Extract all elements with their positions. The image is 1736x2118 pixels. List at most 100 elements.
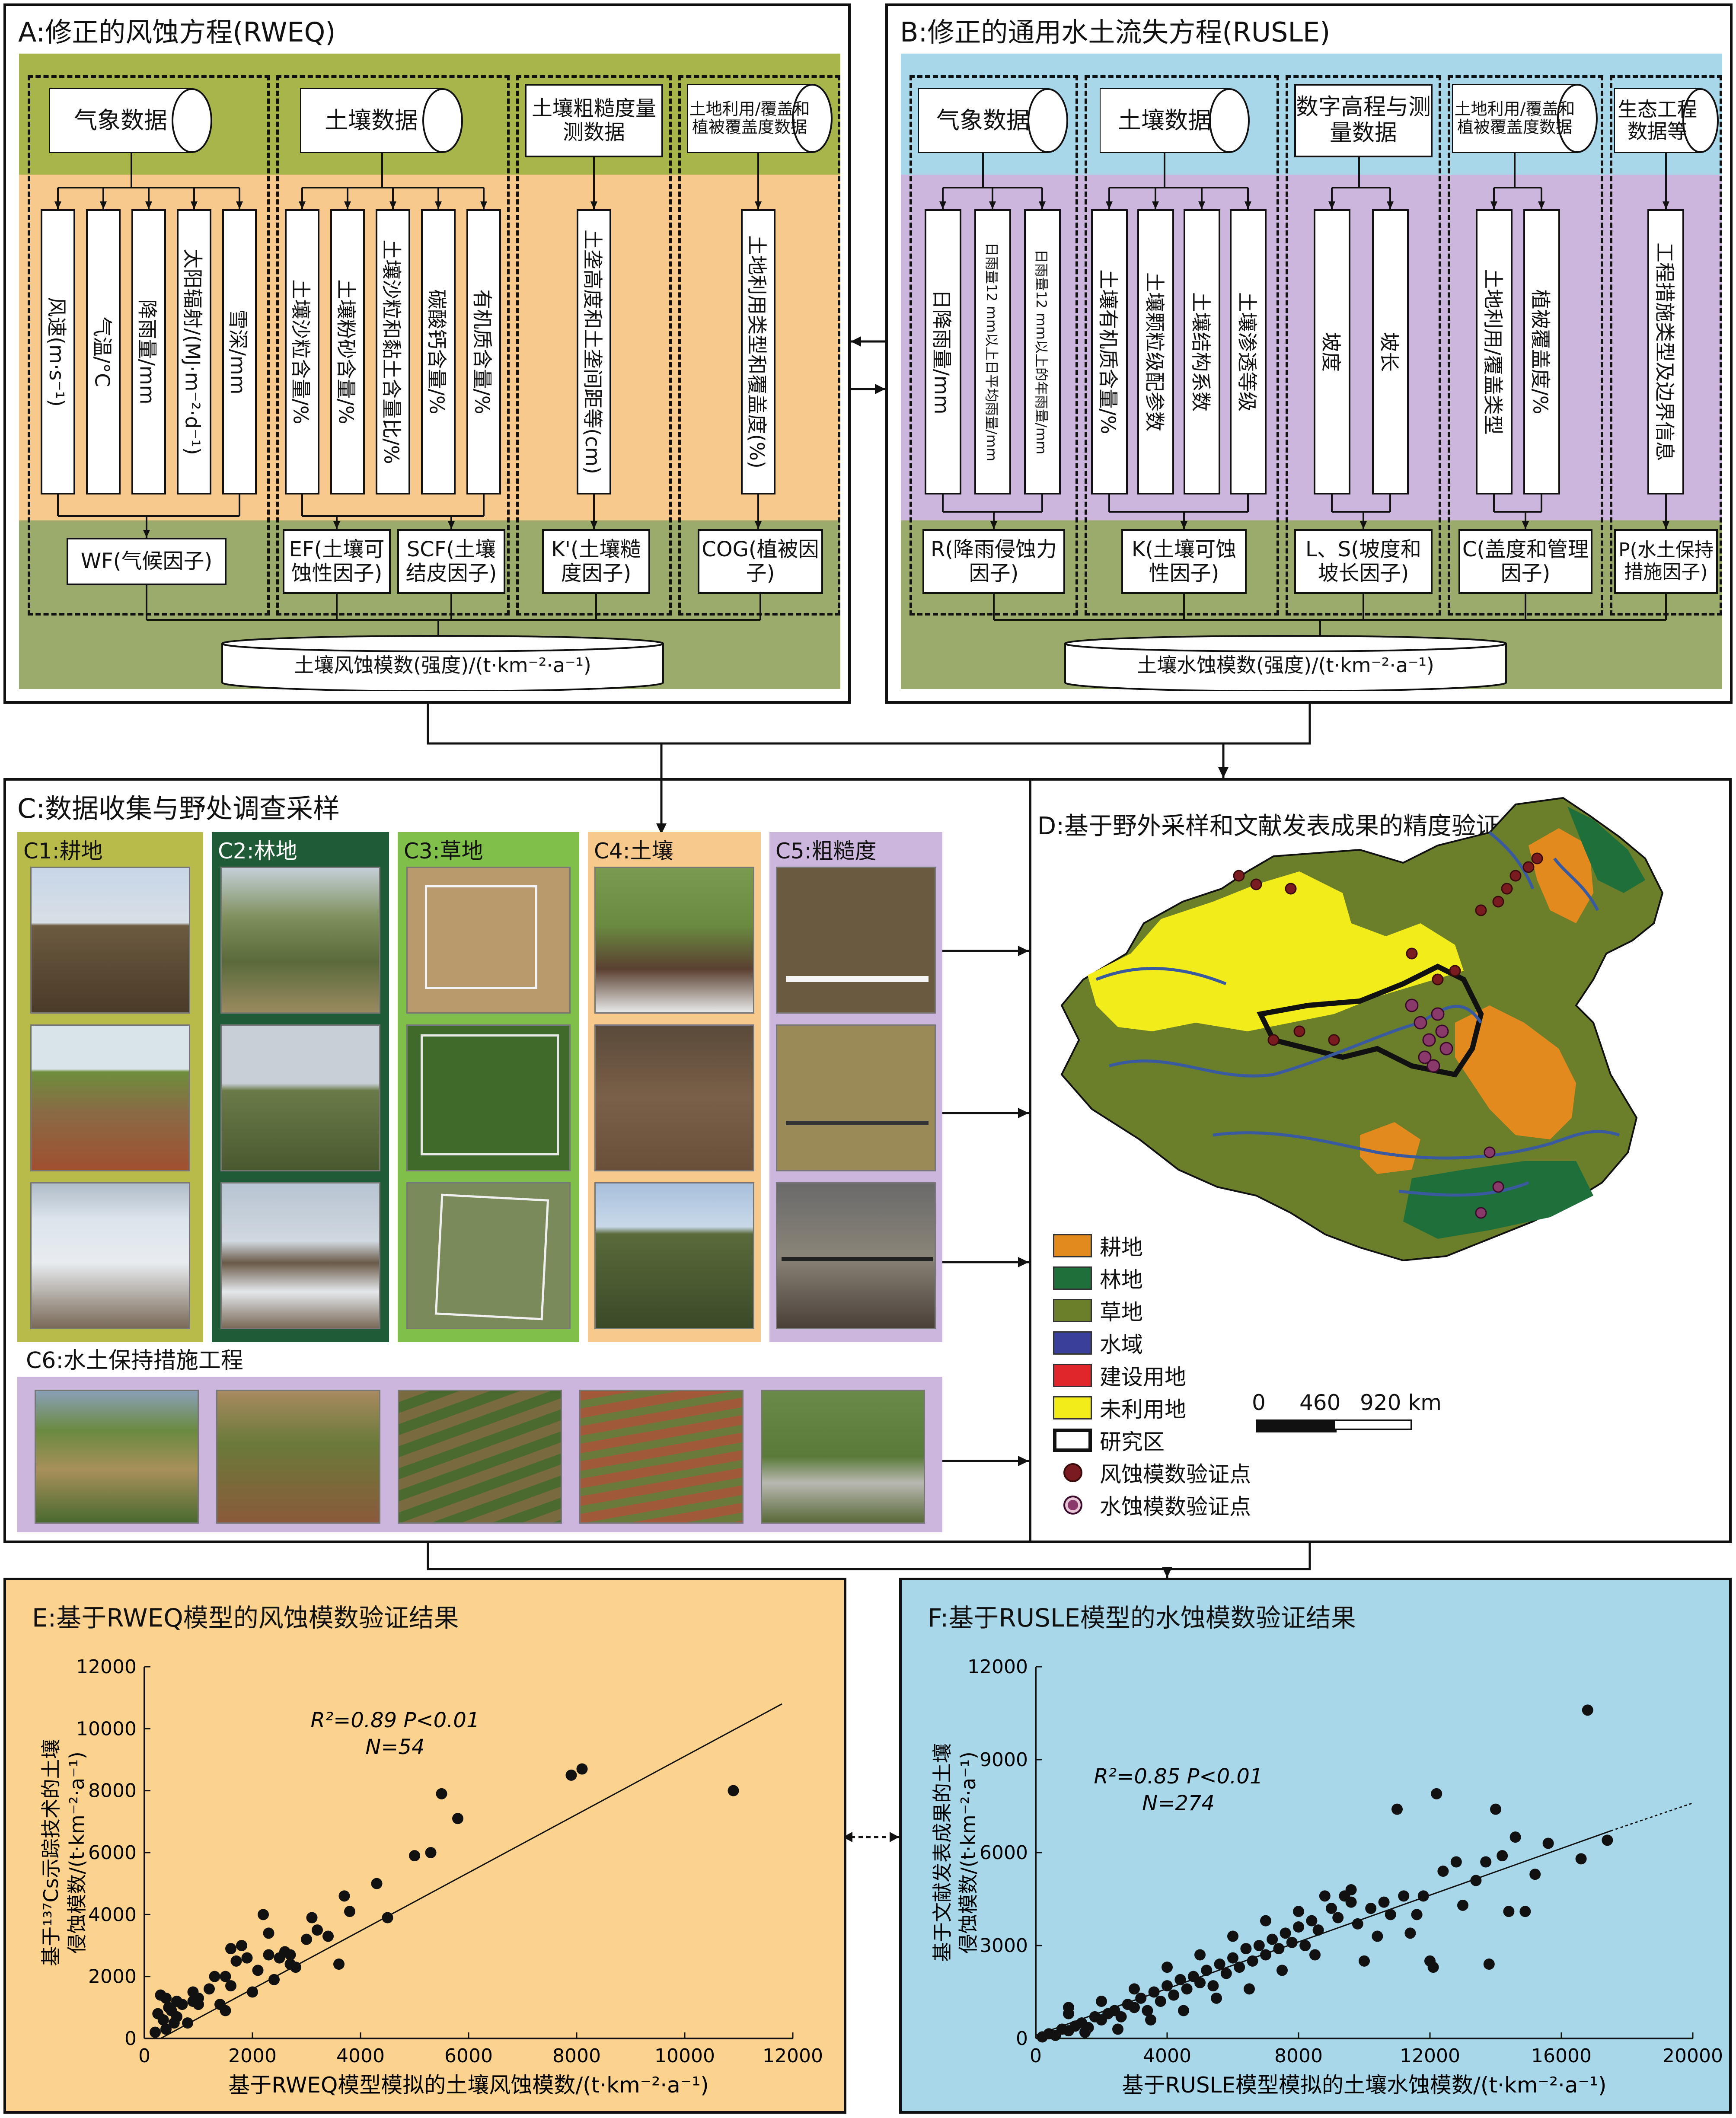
- a-var-organic: 有机质含量/%: [466, 209, 501, 494]
- b-group-soil: [1085, 75, 1279, 616]
- data-point: [333, 1959, 345, 1970]
- swatch-water: [1053, 1331, 1092, 1355]
- data-point: [1345, 1884, 1357, 1895]
- wind-sample-points: [1233, 852, 1543, 1046]
- quadrat-frame: [421, 1034, 559, 1155]
- data-point: [1391, 1803, 1403, 1815]
- a-var-sand-clay-ratio: 土壤沙粒和黏土含量比/%: [376, 209, 410, 494]
- panel-d-title: D:基于野外采样和文献发表成果的精度验证: [1037, 812, 1500, 840]
- data-point: [1115, 2011, 1127, 2022]
- data-point: [1207, 1980, 1219, 1992]
- panel-e: E:基于RWEQ模型的风蚀模数验证结果 0 2000 4000 6000 8000 100…: [3, 1578, 846, 2114]
- data-point: [1312, 1924, 1324, 1936]
- data-point: [1162, 1980, 1173, 1992]
- data-point: [1145, 2014, 1156, 2025]
- c3-photo-1: [406, 867, 571, 1014]
- trend-line: [160, 1703, 782, 2039]
- legend-label: 林地: [1100, 1267, 1143, 1292]
- x-tick-label: 4000: [1143, 2045, 1191, 2067]
- scale-segment-white: [1334, 1419, 1412, 1430]
- data-point: [1178, 2005, 1189, 2016]
- data-point: [1480, 1856, 1492, 1868]
- data-point: [160, 1992, 172, 2004]
- data-point: [1575, 1853, 1587, 1865]
- data-point: [425, 1847, 437, 1858]
- legend-water: 水域: [1053, 1327, 1143, 1359]
- data-point: [1096, 1996, 1107, 2007]
- data-point: [284, 1959, 296, 1970]
- data-point: [1267, 1933, 1278, 1945]
- data-point: [1260, 1949, 1271, 1961]
- data-point: [1181, 1983, 1193, 1995]
- a-var-wind-speed: 风速(m·s⁻¹): [41, 209, 75, 494]
- x-axis-label: 基于RWEQ模型模拟的土壤风蚀模数/(t·km⁻²·a⁻¹): [228, 2073, 709, 2098]
- x-tick-label: 0: [1030, 2045, 1042, 2067]
- b-var-slope-length: 坡长: [1372, 209, 1409, 494]
- trend-line: [1035, 1830, 1611, 2036]
- b-eco-source-label: 生态工程数据等: [1618, 98, 1697, 143]
- stats-annotation: N=54: [365, 1735, 424, 1759]
- a-var-sand: 土壤沙粒含量/%: [285, 209, 319, 494]
- data-point: [1450, 1856, 1462, 1868]
- c6-engineering: C6:水土保持措施工程: [17, 1348, 942, 1532]
- panel-f: F:基于RUSLE模型的水蚀模数验证结果 0 4000 8000 12000 16000…: [899, 1578, 1732, 2114]
- data-point: [1306, 1915, 1318, 1927]
- a-var-snow: 雪深/mm: [222, 209, 257, 494]
- a-var-silt: 土壤粉砂含量/%: [330, 209, 365, 494]
- legend-grassland: 草地: [1053, 1295, 1143, 1326]
- legend-study-area: 研究区: [1053, 1425, 1165, 1456]
- legend-label: 未利用地: [1100, 1397, 1186, 1422]
- data-point: [1260, 1915, 1271, 1927]
- c1-photo-1: [30, 867, 190, 1014]
- data-point: [1352, 1918, 1363, 1930]
- data-point: [1112, 2023, 1123, 2035]
- data-point: [576, 1763, 588, 1775]
- x-tick-label: 0: [138, 2045, 150, 2067]
- data-point: [182, 2017, 193, 2029]
- y-axis-label: 基于¹³⁷Cs示踪技术的土壤: [39, 1739, 63, 1966]
- wind-point-icon: [1063, 1463, 1082, 1482]
- b-soil-source-label: 土壤数据: [1118, 107, 1211, 134]
- y-tick-label: 10000: [76, 1718, 137, 1740]
- x-tick-label: 2000: [228, 2045, 277, 2067]
- x-tick-label: 6000: [444, 2045, 493, 2067]
- b-var-slope: 坡度: [1314, 209, 1350, 494]
- quadrat-frame: [425, 885, 537, 989]
- stats-annotation: N=274: [1142, 1791, 1215, 1815]
- data-point: [160, 2023, 172, 2035]
- c2-photo-2: [220, 1024, 380, 1171]
- a-soil-source-label: 土壤数据: [325, 107, 418, 134]
- a-meteo-source-label: 气象数据: [74, 107, 167, 134]
- legend-cropland: 耕地: [1053, 1230, 1143, 1261]
- y-axis-label: 侵蚀模数/(t·km⁻²·a⁻¹): [957, 1751, 980, 1954]
- b-landuse-cylinder: 土地利用/覆盖和植被覆盖度数据: [1452, 84, 1599, 153]
- data-point: [1253, 1940, 1265, 1951]
- data-point: [176, 1999, 188, 2010]
- c1-cropland: C1:耕地: [17, 832, 203, 1342]
- data-point: [1332, 1912, 1344, 1923]
- data-point: [1542, 1837, 1554, 1849]
- x-tick-label: 10000: [654, 2045, 715, 2067]
- data-point: [1490, 1803, 1501, 1815]
- b-connectors: [939, 153, 1669, 637]
- y-tick-label: 6000: [980, 1842, 1028, 1864]
- data-point: [1276, 1965, 1288, 1976]
- data-point: [1497, 1850, 1508, 1862]
- b-eco-cylinder: 生态工程数据等: [1614, 88, 1722, 153]
- data-point: [1398, 1890, 1410, 1902]
- c5-photo-3: [776, 1182, 936, 1329]
- legend-water-points: 水蚀模数验证点: [1053, 1490, 1251, 1521]
- scale-tick-2: 920 km: [1360, 1390, 1442, 1415]
- data-point: [436, 1788, 447, 1799]
- panel-a-title: A:修正的风蚀方程(RWEQ): [18, 16, 336, 48]
- y-tick-label: 9000: [980, 1749, 1028, 1771]
- panel-b: B:修正的通用水土流失方程(RUSLE) 气象数据 日降雨量/mm 日雨量12 …: [885, 3, 1733, 704]
- c1-photo-2: [30, 1024, 190, 1171]
- b-factor-ls: L、S(坡度和坡长因子): [1294, 529, 1433, 594]
- a-result-cylinder: 土壤风蚀模数(强度)/(t·km⁻²·a⁻¹): [214, 635, 672, 691]
- a-factor-ef: EF(土壤可蚀性因子): [283, 529, 391, 594]
- data-point: [1148, 1986, 1160, 1998]
- b-factor-r: R(降雨侵蚀力因子): [922, 529, 1065, 594]
- x-tick-label: 8000: [552, 2045, 601, 2067]
